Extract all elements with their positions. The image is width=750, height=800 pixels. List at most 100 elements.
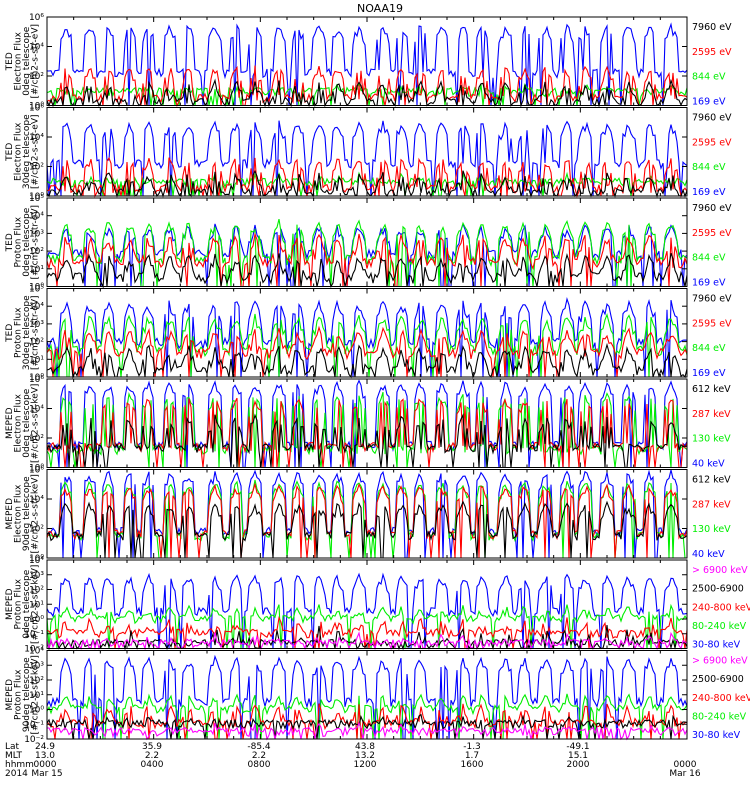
ytick-label: 10⁴ [29, 212, 44, 222]
legend-entry: 612 keV [692, 384, 731, 395]
footer-row-label: hhmm [5, 760, 34, 770]
ylabel-line: Proton Flux [14, 578, 24, 629]
footer-mlt-value: 15.1 [568, 751, 588, 761]
ytick-label: 10⁰ [29, 102, 44, 112]
footer-hhmm-value: 1600 [461, 760, 484, 770]
legend-entry: 2500-6900 [692, 674, 744, 685]
legend-entry: 844 eV [692, 162, 726, 173]
series-line-blue [46, 120, 688, 197]
legend-entry: 2500-6900 [692, 584, 744, 595]
ytick-label: 10⁻² [24, 645, 44, 655]
ytick-label: 10¹ [29, 691, 44, 701]
legend-entry: 130 keV [692, 524, 731, 535]
footer-mlt-value: 2.2 [145, 751, 159, 761]
legend-entry: 2595 eV [692, 228, 732, 239]
ytick-label: 10² [29, 338, 44, 348]
ylabel-line: MEPED [5, 498, 15, 530]
ytick-label: 10⁵ [29, 194, 44, 204]
ytick-label: 10⁴ [29, 647, 44, 657]
footer-mlt-value: 2.2 [252, 751, 266, 761]
footer-lat-value: -49.1 [566, 742, 589, 752]
legend-entry: 2595 eV [692, 318, 732, 329]
ytick-label: 10⁴ [29, 43, 44, 53]
ytick-label: 10⁶ [29, 104, 44, 114]
ylabel-line: TED [5, 143, 15, 162]
legend-entry: 30-80 keV [692, 640, 741, 651]
legend-entry: 287 keV [692, 499, 731, 510]
ytick-label: 10² [29, 163, 44, 173]
ylabel-line: Electron Flux [14, 122, 24, 181]
ylabel-line: 0deg telescope [22, 26, 32, 96]
ytick-label: 10⁶ [29, 13, 44, 23]
series-line-black [46, 713, 688, 740]
ytick-label: 10⁰ [29, 464, 44, 474]
ytick-label: 10⁴ [29, 556, 44, 566]
ytick-label: 10⁻² [24, 735, 44, 745]
legend-entry: 7960 eV [692, 113, 732, 124]
ytick-label: 10² [29, 434, 44, 444]
ylabel-line: Electron Flux [14, 31, 24, 90]
ylabel-line: [#/cm2-s-str-eV] [31, 295, 41, 370]
footer-mlt-value: 13.0 [35, 751, 55, 761]
chart-title: NOAA19 [357, 2, 403, 15]
footer-hhmm-value: 0000 [34, 760, 57, 770]
legend-entry: 844 eV [692, 253, 726, 264]
ylabel-line: Proton Flux [14, 669, 24, 720]
footer-row-label: MLT [5, 751, 23, 761]
ylabel-line: [#/cm2-s-str-keV] [31, 655, 41, 734]
ylabel-line: 0deg telescope [22, 207, 32, 277]
legend-entry: 40 keV [692, 459, 725, 470]
legend-entry: 844 eV [692, 72, 726, 83]
ytick-label: 10² [29, 525, 44, 535]
series-line-magenta [46, 721, 688, 741]
legend-entry: 240-800 keV [692, 693, 750, 704]
series-line-blue [46, 654, 688, 740]
legend-entry: 169 eV [692, 97, 726, 108]
legend-entry: 7960 eV [692, 22, 732, 33]
ytick-label: 10⁻¹ [24, 720, 44, 730]
series-line-blue [46, 22, 688, 106]
ytick-label: 10⁰ [29, 283, 44, 293]
ylabel-line: 0deg telescope [22, 569, 32, 639]
footer-lat-value: -1.3 [463, 742, 481, 752]
legend-entry: 169 eV [692, 278, 726, 289]
footer-hhmm-value: 0000 [674, 760, 697, 770]
series-line-green [46, 313, 688, 378]
ylabel-line: 90deg telescope [22, 657, 32, 732]
legend-entry: 169 eV [692, 187, 726, 198]
ylabel-line: [#/cm2-s-str-eV] [31, 24, 41, 99]
legend-entry: 169 eV [692, 368, 726, 379]
legend-entry: 30-80 keV [692, 730, 741, 741]
ytick-label: 10³ [29, 229, 44, 239]
ylabel-line: Electron Flux [14, 484, 24, 543]
ytick-label: 10¹ [29, 600, 44, 610]
ylabel-line: [#/cm2-s-str-keV] [31, 474, 41, 553]
ytick-label: 10¹ [29, 265, 44, 275]
ylabel-line: [#/cm2-s-str-eV] [31, 205, 41, 280]
ytick-label: 10³ [29, 320, 44, 330]
series-line-red [46, 232, 688, 288]
ytick-label: 10⁻¹ [24, 630, 44, 640]
footer-lat-value: -85.4 [247, 742, 271, 752]
legend-entry: 844 eV [692, 343, 726, 354]
ytick-label: 10⁴ [29, 133, 44, 143]
footer-lat-value: 43.8 [355, 742, 375, 752]
series-line-black [46, 413, 688, 469]
legend-entry: 7960 eV [692, 203, 732, 214]
ytick-label: 10⁴ [29, 405, 44, 415]
ytick-label: 10² [29, 676, 44, 686]
ytick-label: 10² [29, 72, 44, 82]
ytick-label: 10¹ [29, 355, 44, 365]
legend-entry: 40 keV [692, 549, 725, 560]
ylabel-line: 30deg telescope [22, 295, 32, 370]
footer-hhmm-value: 0400 [141, 760, 164, 770]
legend-entry: 2595 eV [692, 47, 732, 58]
